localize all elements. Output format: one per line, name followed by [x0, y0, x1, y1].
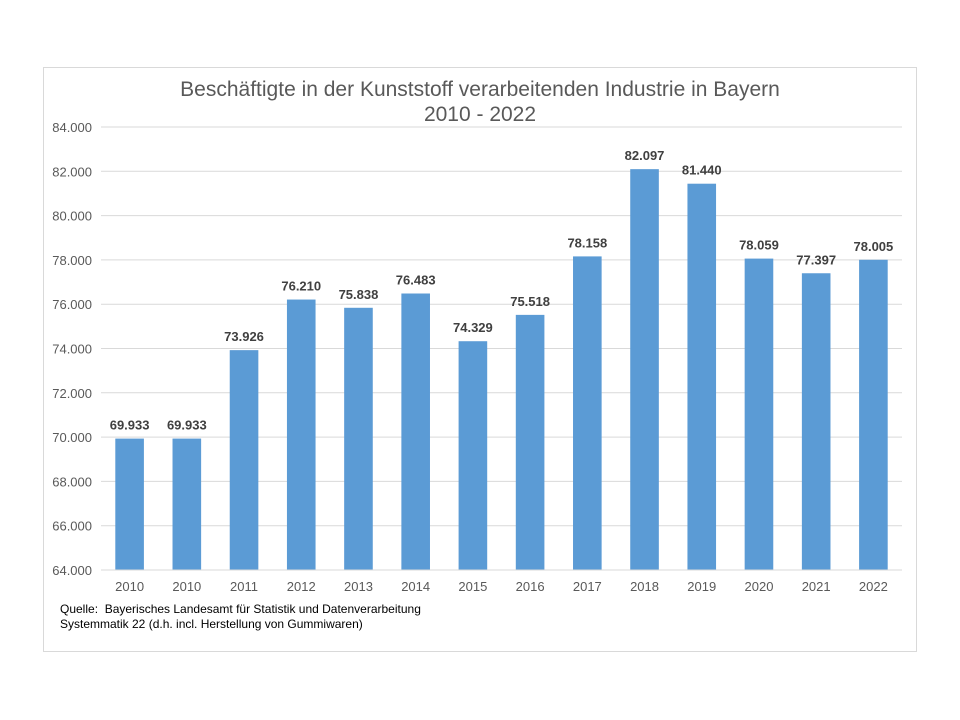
bar: [515, 314, 545, 570]
data-label: 69.933: [167, 418, 207, 433]
y-tick-label: 74.000: [52, 342, 92, 357]
gridlines: [101, 126, 902, 571]
y-tick-label: 64.000: [52, 563, 92, 578]
bar: [172, 438, 202, 570]
data-label: 75.838: [339, 287, 379, 302]
bars: [115, 169, 888, 571]
data-label: 82.097: [625, 148, 665, 163]
data-label: 73.926: [224, 329, 264, 344]
x-tick-label: 2013: [344, 579, 373, 594]
data-label: 78.005: [854, 239, 894, 254]
data-label: 76.210: [281, 279, 321, 294]
data-label: 78.059: [739, 238, 779, 253]
bar: [801, 273, 831, 570]
x-tick-label: 2019: [687, 579, 716, 594]
data-label: 77.397: [796, 252, 836, 267]
y-tick-label: 82.000: [52, 164, 92, 179]
x-tick-label: 2010: [172, 579, 201, 594]
data-label: 75.518: [510, 294, 550, 309]
y-tick-label: 76.000: [52, 297, 92, 312]
y-tick-label: 84.000: [52, 120, 92, 135]
y-tick-label: 68.000: [52, 474, 92, 489]
data-label: 78.158: [567, 235, 607, 250]
x-tick-label: 2017: [573, 579, 602, 594]
y-tick-label: 80.000: [52, 209, 92, 224]
bar: [687, 183, 717, 571]
x-tick-label: 2014: [401, 579, 430, 594]
data-label: 81.440: [682, 163, 722, 178]
bar: [630, 169, 659, 571]
y-tick-label: 78.000: [52, 253, 92, 268]
x-tick-label: 2022: [859, 579, 888, 594]
x-tick-label: 2018: [630, 579, 659, 594]
x-tick-label: 2016: [516, 579, 545, 594]
chart-subtitle: 2010 - 2022: [423, 103, 537, 126]
x-tick-label: 2020: [745, 579, 774, 594]
bar: [573, 256, 602, 570]
bar: [859, 259, 888, 570]
source-line: Quelle: Bayerisches Landesamt für Statis…: [60, 602, 421, 616]
bar: [344, 307, 373, 570]
data-label: 69.933: [110, 418, 150, 433]
y-axis: 64.000 66.000 68.000 70.000 72.000 74.000 76.0…: [52, 120, 92, 578]
x-tick-label: 2012: [287, 579, 316, 594]
data-label: 76.483: [396, 273, 436, 288]
chart-title: Beschäftigte in der Kunststoff verarbeit…: [43, 77, 917, 127]
x-axis: 2010 2010 2011 2012 2013 2014 2015 2016 2017 2018…: [101, 569, 902, 594]
y-tick-label: 70.000: [52, 430, 92, 445]
bar: [286, 299, 316, 570]
x-tick-label: 2021: [802, 579, 831, 594]
source-note: Quelle: Bayerisches Landesamt für Statis…: [60, 602, 421, 632]
chart-title-line: Beschäftigte in der Kunststoff verarbeit…: [180, 78, 780, 101]
y-tick-label: 72.000: [52, 386, 92, 401]
x-tick-label: 2011: [230, 579, 258, 594]
data-labels: 69.933 69.933 73.926 76.210 75.838 76.483 74.3…: [110, 148, 894, 432]
y-tick-label: 66.000: [52, 519, 92, 534]
bar: [115, 438, 144, 570]
data-label: 74.329: [453, 320, 493, 335]
bar: [401, 293, 430, 570]
source-detail-line: Systemmatik 22 (d.h. incl. Herstellung v…: [60, 617, 363, 631]
x-tick-label: 2015: [458, 579, 487, 594]
x-tick-label: 2010: [115, 579, 144, 594]
bar: [458, 341, 488, 570]
bar: [229, 350, 259, 570]
bar: [744, 258, 774, 570]
